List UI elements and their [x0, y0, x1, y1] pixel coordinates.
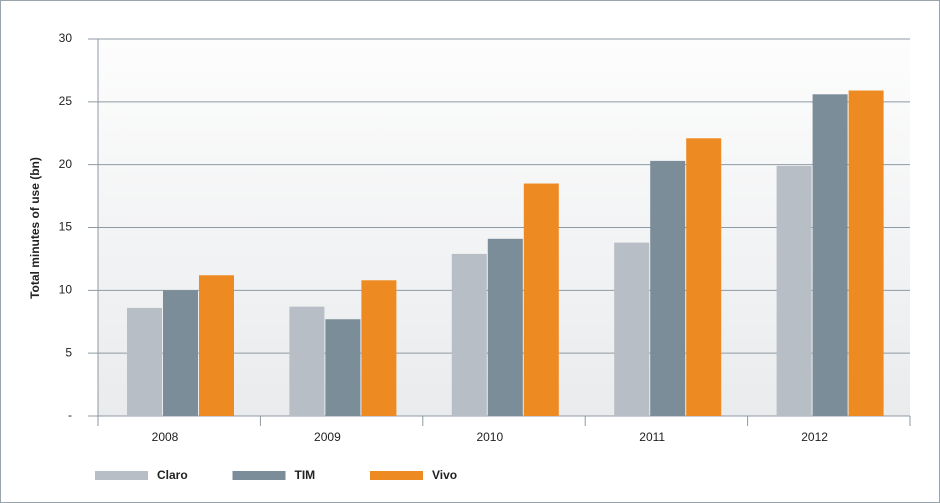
legend-swatch — [370, 471, 423, 480]
legend-label: TIM — [295, 468, 316, 482]
y-tick-label: - — [68, 408, 72, 422]
bar — [686, 138, 722, 416]
y-tick-label: 5 — [65, 345, 72, 359]
y-tick-label: 25 — [59, 94, 73, 108]
bar — [487, 238, 523, 416]
legend-label: Vivo — [432, 468, 457, 482]
bar — [776, 165, 812, 416]
legend-label: Claro — [157, 468, 188, 482]
x-tick-label: 2010 — [476, 430, 503, 444]
x-tick-label: 2012 — [801, 430, 828, 444]
bar — [361, 280, 397, 416]
bar — [127, 307, 162, 416]
y-tick-label: 30 — [59, 31, 73, 45]
bar — [199, 275, 234, 416]
legend-swatch — [232, 471, 286, 480]
bar — [812, 94, 848, 416]
bar — [163, 290, 198, 416]
bar — [614, 242, 650, 416]
y-tick-label: 15 — [59, 220, 73, 234]
y-axis-label: Total minutes of use (bn) — [28, 157, 42, 299]
y-tick-label: 10 — [59, 283, 73, 297]
x-tick-label: 2008 — [152, 430, 179, 444]
bar — [523, 183, 559, 416]
legend-swatch — [95, 471, 148, 480]
bar — [289, 306, 325, 416]
bar — [848, 90, 884, 417]
bar — [650, 160, 686, 416]
x-tick-label: 2009 — [314, 430, 341, 444]
x-tick-label: 2011 — [639, 430, 665, 444]
y-tick-label: 20 — [59, 157, 73, 171]
bar — [325, 319, 361, 416]
bar — [451, 253, 487, 416]
